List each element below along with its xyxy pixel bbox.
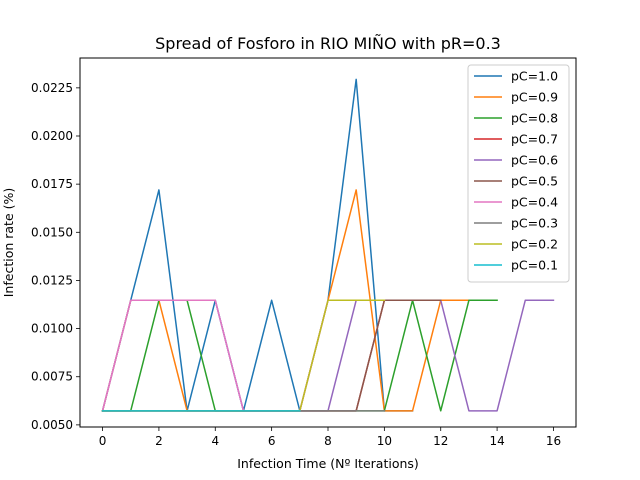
x-tick-label: 6 bbox=[268, 434, 276, 448]
x-tick-label: 4 bbox=[211, 434, 219, 448]
legend-label: pC=0.8 bbox=[511, 111, 558, 126]
x-tick-label: 0 bbox=[99, 434, 107, 448]
y-tick-label: 0.0050 bbox=[31, 418, 73, 432]
chart-legend: pC=1.0 pC=0.9 pC=0.8 pC=0.7 pC=0.6 pC=0.5 pC=0… bbox=[467, 64, 570, 283]
legend-label: pC=0.2 bbox=[511, 237, 558, 252]
y-tick-label: 0.0225 bbox=[31, 81, 73, 95]
legend-label: pC=0.6 bbox=[511, 153, 558, 168]
chart-title: Spread of Fosforo in RIO MIÑO with pR=0.… bbox=[155, 34, 501, 53]
y-tick-label: 0.0100 bbox=[31, 322, 73, 336]
y-tick-label: 0.0150 bbox=[31, 225, 73, 239]
x-tick-label: 10 bbox=[377, 434, 392, 448]
y-axis-ticks: 0.0050 0.0075 0.0100 0.0125 0.0150 0.0175 0.02… bbox=[31, 81, 80, 432]
x-tick-label: 12 bbox=[433, 434, 448, 448]
legend-label: pC=0.9 bbox=[511, 90, 558, 105]
legend-label: pC=0.5 bbox=[511, 174, 558, 189]
x-tick-label: 8 bbox=[324, 434, 332, 448]
legend-label: pC=0.1 bbox=[511, 258, 558, 273]
legend-label: pC=0.7 bbox=[511, 132, 558, 147]
x-tick-label: 14 bbox=[489, 434, 504, 448]
legend-label: pC=1.0 bbox=[511, 69, 558, 84]
x-axis-label: Infection Time (Nº Iterations) bbox=[237, 456, 419, 471]
legend-label: pC=0.4 bbox=[511, 195, 558, 210]
y-tick-label: 0.0125 bbox=[31, 273, 73, 287]
legend-label: pC=0.3 bbox=[511, 216, 558, 231]
x-tick-label: 2 bbox=[155, 434, 163, 448]
legend-box bbox=[467, 64, 570, 283]
x-tick-label: 16 bbox=[546, 434, 561, 448]
y-axis-label: Infection rate (%) bbox=[1, 188, 16, 298]
plot-area-frame bbox=[79, 57, 577, 428]
series-layer bbox=[101, 78, 555, 412]
y-tick-label: 0.0075 bbox=[31, 370, 73, 384]
y-tick-label: 0.0175 bbox=[31, 177, 73, 191]
series-line-0 bbox=[101, 78, 414, 412]
y-tick-label: 0.0200 bbox=[31, 129, 73, 143]
x-axis-ticks: 0 2 4 6 8 10 12 14 16 bbox=[99, 427, 561, 448]
